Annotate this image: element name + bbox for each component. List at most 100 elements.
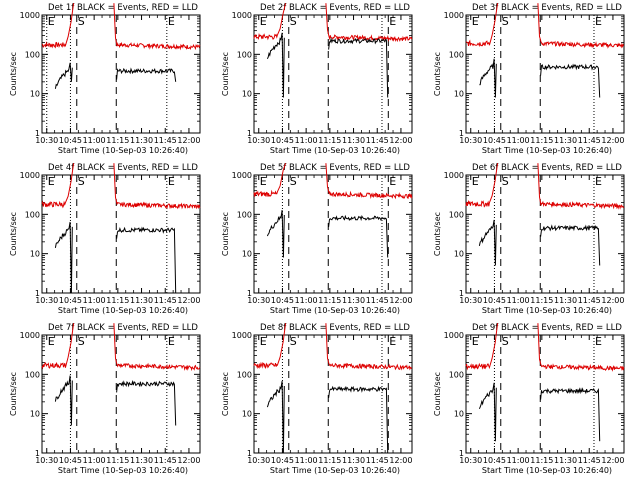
x-tick-label: 11:45 (154, 136, 177, 145)
marker-label-E: E (260, 335, 267, 348)
marker-label-E: E (472, 335, 479, 348)
events-series-line (116, 67, 177, 82)
events-series-line (540, 224, 601, 266)
x-tick-label: 10:30 (35, 456, 58, 465)
lld-series-line (537, 3, 625, 49)
x-tick-label: 10:45 (271, 136, 294, 145)
y-tick-label: 10 (242, 250, 252, 259)
x-tick-label: 11:45 (154, 296, 177, 305)
chart-panel-9: Det 9f BLACK = Events, RED = LLD 1 10 100 10… (433, 323, 625, 475)
marker-label-S: S (290, 175, 297, 188)
x-tick-label: 10:45 (483, 456, 506, 465)
marker-label-S: S (78, 175, 85, 188)
y-tick-label: 1 (247, 129, 252, 138)
panel-title: Det 1f BLACK = Events, RED = LLD (48, 3, 198, 13)
marker-label-E: E (48, 15, 55, 28)
y-axis-label: Counts/sec (221, 212, 230, 256)
y-tick-label: 1 (35, 289, 40, 298)
y-tick-label: 1000 (444, 11, 464, 20)
plot-frame (465, 14, 625, 134)
y-tick-label: 100 (25, 50, 40, 59)
y-axis-label: Counts/sec (221, 372, 230, 416)
x-axis-label: Start Time (10-Sep-03 10:26:40) (270, 466, 400, 475)
x-tick-label: 10:45 (59, 296, 82, 305)
x-tick-label: 10:30 (459, 296, 482, 305)
y-axis-label: Counts/sec (433, 52, 442, 96)
chart-panel-3: Det 3f BLACK = Events, RED = LLD 1 10 100 10… (433, 3, 625, 155)
lld-series-line (113, 3, 201, 51)
x-tick-label: 12:00 (601, 136, 624, 145)
y-tick-label: 10 (454, 410, 464, 419)
marker-label-E: E (48, 335, 55, 348)
y-tick-label: 1 (459, 129, 464, 138)
y-tick-label: 1 (247, 289, 252, 298)
events-series-line (479, 58, 497, 98)
x-tick-label: 11:00 (507, 136, 530, 145)
x-tick-label: 11:15 (530, 296, 553, 305)
plot-frame (41, 174, 201, 294)
x-tick-label: 11:30 (554, 136, 577, 145)
x-axis-label: Start Time (10-Sep-03 10:26:40) (58, 306, 188, 315)
y-tick-label: 1000 (444, 171, 464, 180)
x-tick-label: 10:30 (247, 456, 270, 465)
y-tick-label: 100 (449, 210, 464, 219)
y-tick-label: 1 (35, 129, 40, 138)
marker-label-S: S (78, 335, 85, 348)
y-tick-label: 1 (247, 449, 252, 458)
marker-label-E: E (260, 175, 267, 188)
lld-series-line (325, 3, 413, 43)
x-tick-label: 11:00 (507, 296, 530, 305)
x-tick-label: 11:45 (578, 456, 601, 465)
events-series-line (540, 63, 601, 98)
plot-frame (465, 174, 625, 294)
x-axis-label: Start Time (10-Sep-03 10:26:40) (58, 146, 188, 155)
events-series-line (266, 381, 285, 454)
y-tick-label: 100 (237, 50, 252, 59)
x-tick-label: 10:45 (483, 136, 506, 145)
marker-label-E: E (389, 335, 396, 348)
events-series-line (328, 37, 389, 98)
marker-label-S: S (290, 15, 297, 28)
y-tick-label: 100 (449, 50, 464, 59)
events-series-line (328, 214, 389, 258)
x-tick-label: 12:00 (177, 296, 200, 305)
x-tick-label: 11:45 (578, 136, 601, 145)
events-series-line (478, 382, 497, 442)
y-axis-label: Counts/sec (221, 52, 230, 96)
x-axis-label: Start Time (10-Sep-03 10:26:40) (482, 306, 612, 315)
x-tick-label: 11:45 (366, 136, 389, 145)
y-tick-label: 1000 (20, 331, 40, 340)
y-axis-label: Counts/sec (9, 52, 18, 96)
panel-title: Det 3f BLACK = Events, RED = LLD (472, 3, 622, 13)
events-series-line (54, 62, 73, 89)
y-tick-label: 10 (30, 250, 40, 259)
x-tick-label: 11:45 (154, 456, 177, 465)
marker-label-S: S (290, 335, 297, 348)
lld-series-line (41, 163, 75, 209)
panel-title: Det 2f BLACK = Events, RED = LLD (260, 3, 410, 13)
plot-frame (41, 14, 201, 134)
y-tick-label: 1000 (232, 331, 252, 340)
events-series-line (328, 385, 389, 454)
plot-frame (253, 14, 413, 134)
y-tick-label: 100 (25, 370, 40, 379)
panel-title: Det 4f BLACK = Events, RED = LLD (48, 163, 198, 173)
lld-series-line (253, 3, 287, 41)
x-tick-label: 11:15 (318, 456, 341, 465)
y-tick-label: 1000 (232, 171, 252, 180)
plot-frame (41, 334, 201, 454)
lld-series-line (113, 323, 201, 372)
events-series-line (54, 221, 73, 294)
x-tick-label: 10:45 (59, 456, 82, 465)
x-tick-label: 11:15 (106, 296, 129, 305)
panel-title: Det 8f BLACK = Events, RED = LLD (260, 323, 410, 333)
lld-series-line (465, 163, 499, 208)
x-tick-label: 12:00 (601, 296, 624, 305)
chart-panel-7: Det 7f BLACK = Events, RED = LLD 1 10 100 10… (9, 323, 201, 475)
x-axis-label: Start Time (10-Sep-03 10:26:40) (270, 306, 400, 315)
x-tick-label: 11:30 (554, 456, 577, 465)
x-tick-label: 12:00 (601, 456, 624, 465)
x-tick-label: 11:00 (83, 296, 106, 305)
events-series-line (266, 32, 285, 98)
y-tick-label: 10 (30, 90, 40, 99)
